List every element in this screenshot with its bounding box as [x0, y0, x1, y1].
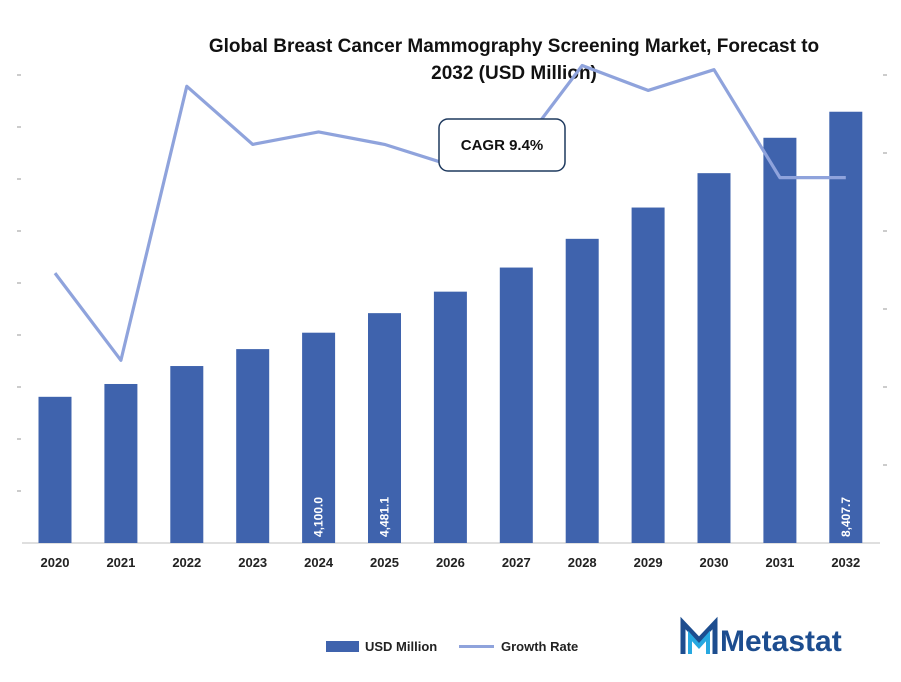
bar-2025 — [368, 313, 401, 543]
bar-2032 — [829, 111, 863, 544]
bar-label-2025: 4,481.1 — [378, 497, 392, 537]
bar-2029 — [631, 207, 665, 543]
legend-swatch-usd-million — [326, 641, 359, 652]
x-tick-label-2028: 2028 — [568, 555, 597, 570]
x-tick-label-2027: 2027 — [502, 555, 531, 570]
x-tick-label-2030: 2030 — [700, 555, 729, 570]
bar-2027 — [499, 267, 533, 543]
bar-2031 — [763, 137, 797, 543]
legend-label-growth-rate: Growth Rate — [501, 639, 578, 654]
x-tick-label-2023: 2023 — [238, 555, 267, 570]
cagr-label: CAGR 9.4% — [461, 137, 544, 154]
chart-title-line-2: 2032 (USD Million) — [431, 63, 597, 84]
bar-label-2024: 4,100.0 — [312, 497, 326, 537]
bar-2023 — [236, 349, 270, 543]
x-tick-label-2031: 2031 — [765, 555, 794, 570]
bar-data-labels: 4,100.0 4,481.1 8,407.7 — [312, 497, 853, 537]
x-axis-labels: 2020 2021 2022 2023 2024 2025 2026 2027 2028 2029… — [41, 555, 861, 570]
x-tick-label-2020: 2020 — [41, 555, 70, 570]
bar-2024 — [302, 332, 336, 543]
chart-title-line-1: Global Breast Cancer Mammography Screeni… — [209, 36, 819, 57]
x-tick-label-2029: 2029 — [634, 555, 663, 570]
right-axis-ticks — [883, 74, 887, 466]
metastat-m-icon — [680, 616, 718, 654]
legend-label-usd-million: USD Million — [365, 639, 437, 654]
legend: USD Million Growth Rate — [326, 639, 578, 654]
bar-series — [38, 111, 863, 544]
bar-2021 — [104, 383, 138, 543]
x-tick-label-2025: 2025 — [370, 555, 399, 570]
brand-name: Metastat — [720, 625, 842, 658]
x-tick-label-2021: 2021 — [106, 555, 135, 570]
bar-2022 — [170, 366, 204, 543]
metastat-logo: Metastat — [680, 616, 842, 658]
x-tick-label-2026: 2026 — [436, 555, 465, 570]
x-tick-label-2032: 2032 — [831, 555, 860, 570]
bar-2030 — [697, 173, 731, 543]
bar-2028 — [565, 238, 599, 544]
bar-2020 — [38, 396, 72, 543]
x-tick-label-2024: 2024 — [304, 555, 334, 570]
cagr-box — [438, 118, 566, 172]
cagr-callout: CAGR 9.4% — [438, 118, 566, 172]
bar-label-2032: 8,407.7 — [839, 497, 853, 537]
left-axis-ticks — [17, 74, 21, 492]
x-tick-label-2022: 2022 — [172, 555, 201, 570]
bar-2026 — [433, 291, 467, 543]
